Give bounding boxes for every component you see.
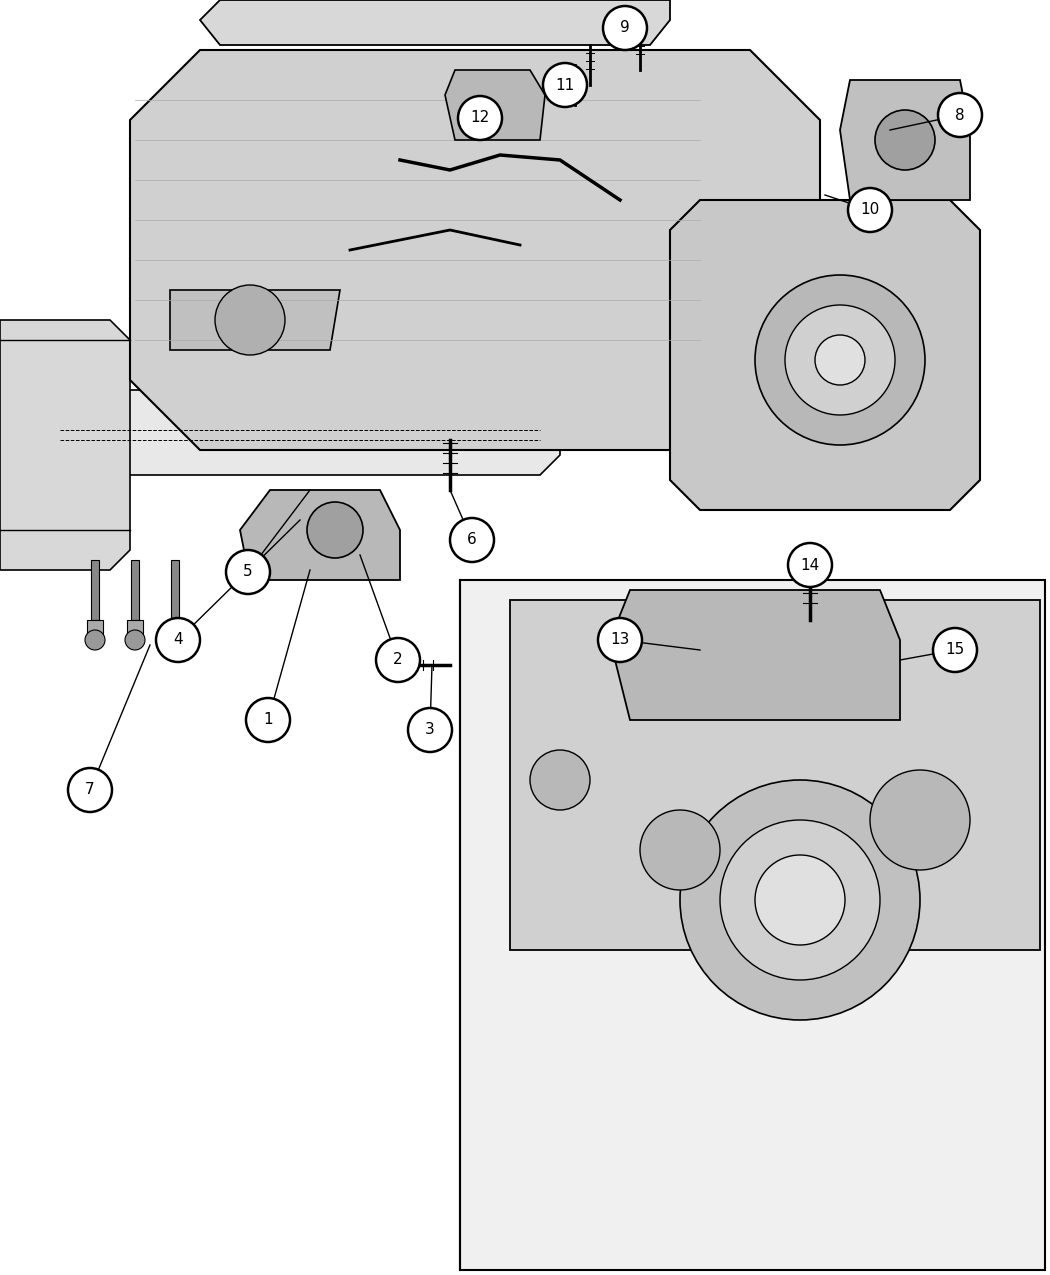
Circle shape [933, 629, 977, 672]
Polygon shape [167, 620, 183, 635]
Polygon shape [91, 560, 99, 620]
Polygon shape [445, 70, 545, 140]
Circle shape [376, 638, 420, 682]
Text: 14: 14 [800, 557, 820, 572]
Text: 12: 12 [470, 111, 489, 125]
Text: 10: 10 [860, 203, 880, 218]
Circle shape [215, 286, 285, 354]
Circle shape [875, 110, 934, 170]
Circle shape [680, 780, 920, 1020]
Text: 7: 7 [85, 783, 94, 797]
Circle shape [156, 618, 200, 662]
Text: 13: 13 [610, 632, 630, 648]
Polygon shape [610, 590, 900, 720]
Circle shape [68, 768, 112, 812]
Polygon shape [670, 200, 980, 510]
Polygon shape [127, 620, 143, 635]
Text: 9: 9 [621, 20, 630, 36]
Text: 1: 1 [264, 713, 273, 728]
Circle shape [815, 335, 865, 385]
Polygon shape [510, 601, 1040, 950]
Circle shape [125, 630, 145, 650]
Circle shape [408, 708, 452, 752]
Circle shape [938, 93, 982, 136]
Text: 15: 15 [945, 643, 965, 658]
Circle shape [848, 187, 892, 232]
Text: 5: 5 [244, 565, 253, 580]
Circle shape [870, 770, 970, 870]
Polygon shape [460, 580, 1045, 1270]
Circle shape [530, 750, 590, 810]
Circle shape [785, 305, 895, 414]
Circle shape [85, 630, 105, 650]
Circle shape [307, 502, 363, 558]
Circle shape [226, 550, 270, 594]
Polygon shape [840, 80, 970, 200]
Text: 4: 4 [173, 632, 183, 648]
Circle shape [603, 6, 647, 50]
Text: 2: 2 [393, 653, 403, 668]
Text: 11: 11 [555, 78, 574, 93]
Circle shape [788, 543, 832, 586]
Circle shape [598, 618, 642, 662]
Circle shape [458, 96, 502, 140]
Circle shape [165, 630, 185, 650]
Polygon shape [171, 560, 178, 620]
Text: 8: 8 [956, 107, 965, 122]
Polygon shape [130, 50, 820, 450]
Polygon shape [200, 0, 670, 45]
Circle shape [720, 820, 880, 980]
Circle shape [755, 856, 845, 945]
Circle shape [450, 518, 494, 562]
Circle shape [640, 810, 720, 890]
Circle shape [755, 275, 925, 445]
Text: 3: 3 [425, 723, 435, 737]
Circle shape [246, 697, 290, 742]
Polygon shape [40, 390, 560, 476]
Polygon shape [170, 289, 340, 351]
Polygon shape [131, 560, 139, 620]
Text: 6: 6 [467, 533, 477, 547]
Polygon shape [0, 320, 130, 570]
Polygon shape [87, 620, 103, 635]
Polygon shape [240, 490, 400, 580]
Circle shape [543, 62, 587, 107]
